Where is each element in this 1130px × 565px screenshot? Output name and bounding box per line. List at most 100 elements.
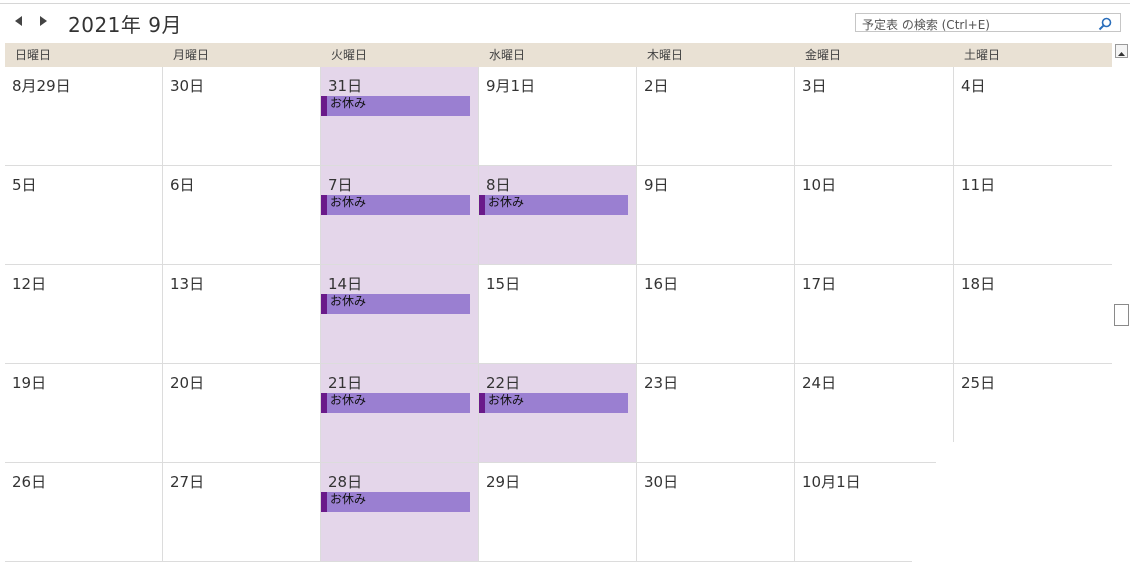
day-number: 12日 [12, 275, 47, 293]
day-number: 27日 [170, 473, 205, 491]
day-number: 5日 [12, 176, 37, 194]
day-cell[interactable]: 4日 [954, 67, 1112, 166]
day-cell[interactable]: 29日 [479, 463, 637, 562]
vacation-event[interactable]: お休み [321, 393, 470, 413]
vacation-event[interactable]: お休み [479, 195, 628, 215]
day-number: 24日 [802, 374, 837, 392]
weekday-label: 月曜日 [173, 48, 210, 62]
weekday-header: 日曜日 月曜日 火曜日 水曜日 木曜日 金曜日 土曜日 [5, 43, 1112, 67]
day-cell[interactable]: 16日 [637, 265, 795, 364]
day-cell[interactable]: 30日 [163, 67, 321, 166]
day-cell[interactable]: 30日 [637, 463, 795, 562]
scroll-thumb[interactable] [1114, 304, 1129, 326]
calendar-search-box[interactable] [855, 13, 1121, 34]
previous-month-button[interactable] [12, 13, 26, 29]
day-cell[interactable]: 9月1日 [479, 67, 637, 166]
next-month-button[interactable] [36, 13, 50, 29]
day-number: 30日 [644, 473, 679, 491]
month-title: 2021年 9月 [68, 13, 182, 37]
triangle-right-icon [40, 16, 47, 26]
weekday-label: 木曜日 [647, 48, 684, 62]
blank-area [936, 442, 1130, 565]
vacation-event[interactable]: お休み [321, 294, 470, 314]
weekday-label: 水曜日 [489, 48, 526, 62]
day-number: 4日 [961, 77, 986, 95]
day-cell[interactable]: 8月29日 [5, 67, 163, 166]
day-cell[interactable]: 6日 [163, 166, 321, 265]
scroll-up-button[interactable] [1115, 44, 1128, 58]
day-cell[interactable]: 2日 [637, 67, 795, 166]
vacation-event[interactable]: お休み [321, 96, 470, 116]
day-number: 6日 [170, 176, 195, 194]
day-cell[interactable]: 23日 [637, 364, 795, 463]
day-cell[interactable]: 10日 [795, 166, 954, 265]
day-cell[interactable]: 14日 お休み [321, 265, 479, 364]
day-number: 23日 [644, 374, 679, 392]
day-number: 15日 [486, 275, 521, 293]
day-number: 11日 [961, 176, 996, 194]
day-number: 30日 [170, 77, 205, 95]
day-cell[interactable]: 20日 [163, 364, 321, 463]
day-number: 8月29日 [12, 77, 71, 95]
day-cell[interactable]: 17日 [795, 265, 954, 364]
day-number: 25日 [961, 374, 996, 392]
day-number: 9月1日 [486, 77, 536, 95]
week-row: 12日 13日 14日 お休み 15日 16日 17日 18日 [5, 265, 1112, 364]
day-cell[interactable]: 21日 お休み [321, 364, 479, 463]
week-row: 8月29日 30日 31日 お休み 9月1日 2日 3日 4日 [5, 67, 1112, 166]
day-number: 16日 [644, 275, 679, 293]
top-divider [0, 3, 1130, 4]
month-grid: 8月29日 30日 31日 お休み 9月1日 2日 3日 4日 5日 6日 7日 お休み 8日 お休み 9日… [5, 67, 1112, 563]
day-cell[interactable]: 22日 お休み [479, 364, 637, 463]
day-number: 20日 [170, 374, 205, 392]
weekday-label: 土曜日 [964, 48, 1001, 62]
day-number: 31日 [328, 77, 363, 95]
day-number: 9日 [644, 176, 669, 194]
day-number: 8日 [486, 176, 511, 194]
day-number: 17日 [802, 275, 837, 293]
day-number: 29日 [486, 473, 521, 491]
day-number: 22日 [486, 374, 521, 392]
day-cell[interactable]: 3日 [795, 67, 954, 166]
day-number: 2日 [644, 77, 669, 95]
day-cell[interactable]: 31日 お休み [321, 67, 479, 166]
day-number: 26日 [12, 473, 47, 491]
day-number: 28日 [328, 473, 363, 491]
day-number: 18日 [961, 275, 996, 293]
triangle-left-icon [15, 16, 22, 26]
search-icon[interactable] [1098, 16, 1112, 31]
day-number: 13日 [170, 275, 205, 293]
day-number: 7日 [328, 176, 353, 194]
week-row: 26日 27日 28日 お休み 29日 30日 10月1日 [5, 463, 1112, 562]
day-cell[interactable]: 15日 [479, 265, 637, 364]
day-cell[interactable]: 28日 お休み [321, 463, 479, 562]
day-cell[interactable]: 9日 [637, 166, 795, 265]
vacation-event[interactable]: お休み [479, 393, 628, 413]
vacation-event[interactable]: お休み [321, 492, 470, 512]
day-cell[interactable]: 27日 [163, 463, 321, 562]
day-cell[interactable]: 12日 [5, 265, 163, 364]
day-cell[interactable]: 24日 [795, 364, 954, 463]
day-number: 10日 [802, 176, 837, 194]
vacation-event[interactable]: お休み [321, 195, 470, 215]
day-cell[interactable]: 26日 [5, 463, 163, 562]
week-row: 19日 20日 21日 お休み 22日 お休み 23日 24日 25日 [5, 364, 1112, 463]
triangle-up-icon [1118, 52, 1125, 56]
vertical-scrollbar[interactable] [1113, 44, 1130, 434]
day-cell[interactable]: 7日 お休み [321, 166, 479, 265]
blank-area [912, 463, 936, 565]
search-input[interactable] [856, 16, 1104, 34]
day-cell[interactable]: 5日 [5, 166, 163, 265]
day-cell[interactable]: 11日 [954, 166, 1112, 265]
day-number: 21日 [328, 374, 363, 392]
weekday-label: 日曜日 [15, 48, 52, 62]
day-number: 3日 [802, 77, 827, 95]
day-cell[interactable]: 18日 [954, 265, 1112, 364]
weekday-label: 金曜日 [805, 48, 842, 62]
weekday-label: 火曜日 [331, 48, 368, 62]
day-cell[interactable]: 8日 お休み [479, 166, 637, 265]
day-number: 10月1日 [802, 473, 861, 491]
day-number: 14日 [328, 275, 363, 293]
day-cell[interactable]: 19日 [5, 364, 163, 463]
day-cell[interactable]: 13日 [163, 265, 321, 364]
